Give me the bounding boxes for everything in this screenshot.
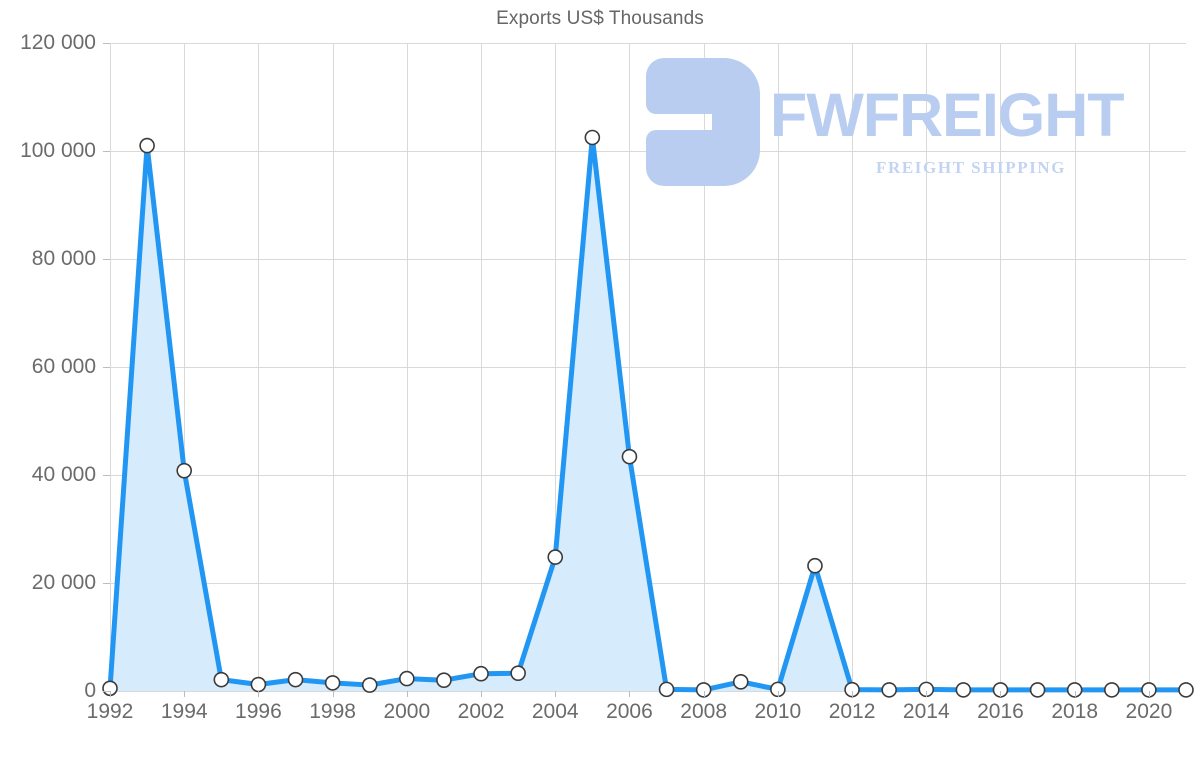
x-tick-mark — [1074, 691, 1076, 697]
data-point-marker[interactable] — [399, 670, 415, 687]
data-point-marker[interactable] — [473, 665, 489, 682]
gridline-vertical — [1148, 43, 1150, 691]
y-tick-mark — [103, 43, 110, 44]
y-tick-mark — [103, 691, 110, 692]
data-point-marker[interactable] — [807, 557, 823, 574]
x-tick-mark — [481, 691, 483, 697]
x-tick-label: 1994 — [160, 700, 208, 723]
data-point-marker[interactable] — [732, 674, 749, 690]
data-point-marker[interactable] — [324, 675, 341, 691]
x-tick-label: 2020 — [1125, 700, 1173, 723]
y-tick-label: 80 000 — [31, 247, 96, 270]
x-tick-label: 2014 — [902, 700, 950, 723]
data-point-marker[interactable] — [621, 448, 638, 465]
gridline-vertical — [258, 43, 260, 691]
data-point-marker[interactable] — [584, 129, 601, 146]
data-point-marker[interactable] — [139, 137, 155, 154]
y-tick-mark — [103, 367, 110, 368]
x-tick-label: 2012 — [828, 700, 876, 723]
data-point-marker[interactable] — [213, 671, 230, 688]
series-area-fill — [110, 137, 1186, 691]
gridline-horizontal — [110, 367, 1186, 368]
x-tick-mark — [406, 691, 408, 697]
x-tick-mark — [555, 691, 557, 697]
x-tick-mark — [332, 691, 334, 697]
x-tick-label: 2016 — [977, 700, 1024, 723]
y-axis: 0 20 000 40 000 60 000 80 000 100 000 120 000 — [0, 0, 100, 763]
y-tick-label: 100 000 — [20, 139, 96, 162]
gridline-vertical — [110, 43, 111, 691]
data-point-marker[interactable] — [361, 677, 378, 693]
gridline-vertical — [926, 43, 928, 691]
x-tick-label: 2004 — [531, 700, 579, 723]
x-tick-label: 2008 — [680, 700, 727, 723]
y-tick-mark — [103, 259, 110, 260]
gridline-vertical — [703, 43, 705, 691]
gridline-horizontal — [110, 691, 1186, 692]
x-tick-mark — [1148, 691, 1150, 697]
gridline-vertical — [406, 43, 408, 691]
data-point-marker[interactable] — [176, 462, 193, 479]
y-tick-mark — [103, 151, 110, 152]
x-tick-mark — [184, 691, 186, 697]
y-tick-mark — [103, 475, 110, 476]
x-tick-label: 2000 — [383, 700, 431, 723]
gridline-vertical — [629, 43, 631, 691]
x-axis: 1992 1994 1996 1998 2000 2002 2004 2006 2008 2010… — [0, 700, 1200, 745]
x-tick-label: 2006 — [606, 700, 653, 723]
gridline-horizontal — [110, 475, 1186, 476]
y-tick-label: 60 000 — [31, 355, 96, 378]
x-tick-mark — [926, 691, 928, 697]
x-tick-mark — [777, 691, 779, 697]
x-tick-label: 1992 — [86, 700, 134, 723]
chart-title: Exports US$ Thousands — [496, 8, 704, 29]
data-point-marker[interactable] — [1103, 682, 1120, 698]
data-point-marker[interactable] — [881, 682, 897, 698]
y-tick-mark — [103, 583, 110, 584]
gridline-horizontal — [110, 259, 1186, 260]
x-tick-mark — [703, 691, 705, 697]
gridline-vertical — [481, 43, 483, 691]
data-point-marker[interactable] — [436, 672, 452, 689]
data-point-marker[interactable] — [547, 549, 564, 565]
gridline-vertical — [852, 43, 854, 691]
y-tick-label: 20 000 — [31, 571, 96, 594]
x-tick-label: 2002 — [457, 700, 505, 723]
y-tick-label: 0 — [84, 679, 96, 702]
x-tick-label: 1996 — [235, 700, 282, 723]
y-tick-label: 120 000 — [20, 31, 96, 54]
x-tick-label: 2018 — [1051, 700, 1099, 723]
x-tick-label: 1998 — [309, 700, 356, 723]
x-tick-mark — [1000, 691, 1002, 697]
gridline-vertical — [1000, 43, 1002, 691]
x-tick-label: 2010 — [754, 700, 802, 723]
data-point-marker[interactable] — [250, 676, 267, 693]
data-point-marker[interactable] — [1029, 682, 1046, 698]
gridline-horizontal — [110, 43, 1186, 44]
data-point-marker[interactable] — [510, 665, 526, 681]
gridline-vertical — [777, 43, 779, 691]
x-tick-mark — [629, 691, 631, 697]
x-tick-mark — [110, 691, 111, 697]
x-tick-mark — [258, 691, 260, 697]
data-point-marker[interactable] — [658, 681, 675, 698]
y-tick-label: 40 000 — [31, 463, 96, 486]
gridline-vertical — [555, 43, 557, 691]
data-point-marker[interactable] — [955, 682, 972, 698]
gridline-vertical — [184, 43, 186, 691]
x-tick-mark — [852, 691, 854, 697]
gridline-vertical — [1074, 43, 1076, 691]
gridline-vertical — [332, 43, 334, 691]
data-point-marker[interactable] — [287, 671, 304, 688]
data-point-marker[interactable] — [1178, 682, 1194, 698]
